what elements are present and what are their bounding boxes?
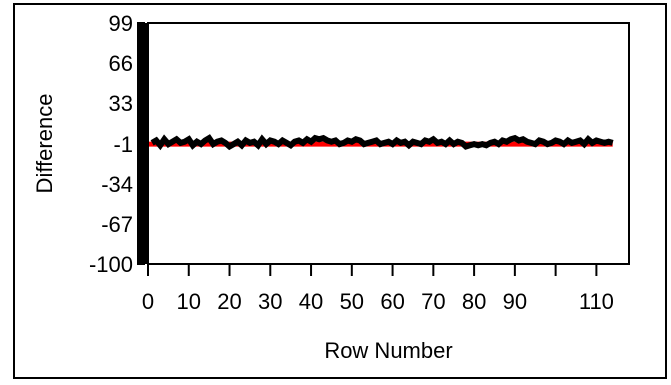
x-tick-label: 30 [258,289,282,314]
y-tick-label: -1 [113,132,133,157]
y-tick-label: 33 [109,91,133,116]
x-tick-label: 40 [299,289,323,314]
x-tick-label: 80 [462,289,486,314]
y-tick-label: 99 [109,11,133,36]
y-tick-label: 66 [109,51,133,76]
x-tick-label: 0 [142,289,154,314]
chart-frame [13,3,667,379]
y-tick-label: -34 [101,172,133,197]
x-tick-label: 70 [421,289,445,314]
y-axis: 99 66 33 -1 -34 -67 -100 [89,11,145,277]
x-tick-label: 20 [217,289,241,314]
y-tick-label: -67 [101,212,133,237]
x-axis-title: Row Number [324,338,452,363]
plot-border [147,22,630,265]
x-tick-label: 60 [380,289,404,314]
x-tick-label: 90 [503,289,527,314]
x-tick-label: 50 [340,289,364,314]
series-line [150,134,614,151]
y-axis-title: Difference [32,94,57,194]
plot-area [137,22,630,265]
x-tick-label: 10 [177,289,201,314]
x-tick-label: 110 [579,289,614,314]
y-tick-label: -100 [89,252,133,277]
x-axis: 0 10 20 30 40 50 60 70 80 90 110 [142,264,614,314]
